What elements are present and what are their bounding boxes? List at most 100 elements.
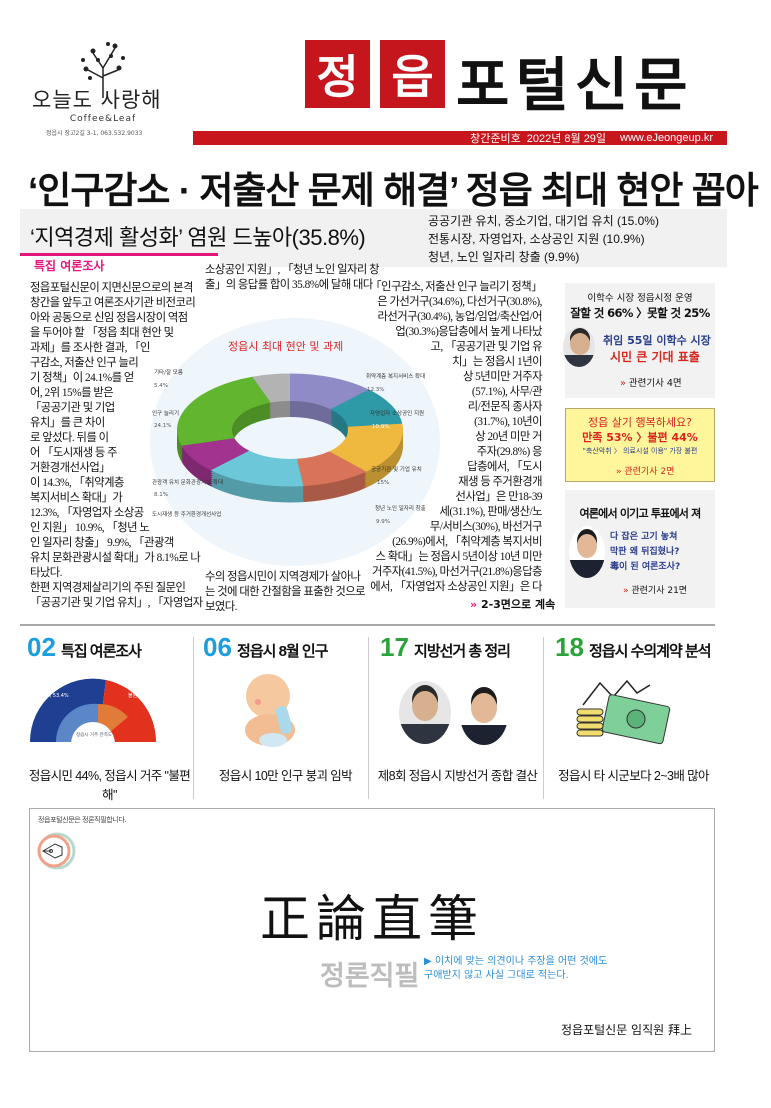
- section-number: 02: [27, 632, 56, 662]
- section-underline: [20, 253, 218, 256]
- box-ref[interactable]: » 관련기사 4면: [620, 378, 682, 389]
- mini-right: 불편 44.2%: [128, 692, 155, 699]
- candidate-photo-1: [399, 681, 451, 744]
- cafe-logo: 오늘도 사랑해 Coffee&Leaf 정읍시 장고2길 3-1, 063.53…: [28, 38, 178, 138]
- candidate-photo-2: [460, 685, 508, 745]
- motto-note: 정읍포털신문은 정론직필합니다.: [38, 816, 127, 824]
- section-teaser-06[interactable]: 06 정읍시 8월 인구: [203, 632, 373, 663]
- box-question: 정읍 살기 행복하세요?: [588, 416, 692, 429]
- article-line: 보였다.: [205, 601, 238, 613]
- section-teaser-02[interactable]: 02 특집 여론조사: [27, 632, 197, 663]
- box-line1: 취임 55일 이학수 시장: [603, 334, 711, 347]
- article-line: (26.9%)에서, 「취약계층 복지서비: [392, 536, 542, 548]
- fountain-pen-icon: [37, 832, 76, 870]
- motto-hanja: 正論直筆: [260, 890, 484, 948]
- article-line: 은 가선거구(34.6%), 다선거구(30.8%),: [377, 296, 542, 308]
- motto-sign: 정읍포털신문 임직원 拜上: [561, 1023, 692, 1037]
- article-line: 상 20년 미만 거: [475, 431, 542, 443]
- article-line: 리/전문직 종사자: [467, 401, 543, 413]
- article-col2-top: 소상공인 지원」, 「청년 노인 일자리 창 출」의 응답률 합이 35.8%에 …: [205, 263, 380, 293]
- donut-slice: [296, 451, 367, 487]
- chart-label: 취약계층 복지서비스 확대: [366, 374, 426, 380]
- article-line: 는 것에 대한 간절함을 표출한 것으로: [205, 586, 366, 598]
- article-col3: 「인구감소, 저출산 인구 늘리기 정책」 은 가선거구(34.6%), 다선거구…: [360, 280, 542, 595]
- subheadline: ‘지역경제 활성화’ 염원 드높아(35.8%): [30, 225, 366, 250]
- box-ref[interactable]: » 관련기사 2면: [616, 467, 675, 477]
- section-title: 지방선거 총 정리: [414, 643, 511, 660]
- sidebar-box-mayor[interactable]: 이학수 시장 정읍시정 운영 잘할 것 66% 〉못할 것 25% 취임 55일…: [563, 283, 715, 398]
- article-line: 인 지원」 10.9%, 「청년 노: [30, 522, 150, 534]
- motto-desc-line: ▶ 이치에 맞는 의견이나 주장을 어떤 것에도: [424, 956, 608, 967]
- site-url[interactable]: www.eJeongeup.kr: [620, 132, 713, 144]
- donut-chart: [177, 373, 403, 503]
- logo-name: 오늘도 사랑해: [32, 88, 162, 112]
- article-line: 주자(29.8%) 응: [476, 446, 543, 458]
- logo-address: 정읍시 장고2길 3-1, 063.532.9033: [46, 130, 143, 137]
- issue-date: 2022년 8월 29일: [526, 133, 607, 145]
- section-title: 정읍시 8월 인구: [237, 643, 328, 660]
- section-caption: 정읍시민 44%, 정읍시 거주 "불편해": [28, 769, 191, 802]
- article-line: 유치 문화관광시설 확대」가 8.1%로 나: [30, 552, 201, 564]
- article-line: 재생 등 주거환경개: [458, 476, 542, 488]
- article-line: 12.3%, 「자영업자 소상공: [30, 507, 144, 519]
- box-line: 다 잡은 고기 놓쳐: [610, 532, 678, 542]
- motto-korean: 정론직필: [320, 961, 420, 991]
- chart-label: 청년 노인 일자리 창출: [375, 506, 426, 512]
- chart-value: 5.4%: [154, 383, 168, 389]
- chart-label: 관광객 유치 문화관광시설 확대: [152, 480, 224, 486]
- section-teaser-17[interactable]: 17 지방선거 총 정리: [380, 632, 550, 663]
- box-lines: 다 잡은 고기 놓쳐 막판 왜 뒤집혔나? 毒이 된 여론조사?: [610, 530, 680, 575]
- article-line: 창간을 앞두고 여론조사기관 비전코리: [30, 297, 196, 309]
- article-line: 치」는 정읍시 1년이: [452, 356, 542, 368]
- article-line: 스 확대」는 정읍시 5년이상 10년 미만: [375, 551, 543, 563]
- label-bg: [20, 256, 220, 270]
- article-line: 유치」를 큰 차이: [30, 417, 105, 429]
- box-title: 여론에서 이기고 투표에서 져: [579, 507, 702, 520]
- article-line: 로 앞섰다. 뒤를 이: [30, 432, 109, 444]
- chart-value: 9.9%: [376, 519, 390, 525]
- tree-icon: [81, 42, 125, 98]
- chart-value: 24.1%: [154, 423, 172, 429]
- masthead-title: 포털신문: [456, 51, 694, 119]
- issue-label: 창간준비호: [470, 133, 521, 145]
- article-line: 거환경개선사업」: [30, 462, 111, 474]
- box-line: 막판 왜 뒤집혔나?: [610, 547, 680, 557]
- article-line: 한편 지역경제살리기의 주된 질문인: [30, 582, 186, 594]
- section-caption: 제8회 정읍시 지방선거 종합 결산: [377, 769, 538, 783]
- article-line: 「인구감소, 저출산 인구 늘리기 정책」: [370, 281, 542, 293]
- chart-label: 도시재생 등 주거환경개선사업: [152, 512, 222, 518]
- box-ref[interactable]: » 관련기사 21면: [623, 586, 688, 596]
- article-line: 소상공인 지원」, 「청년 노인 일자리 창: [205, 264, 380, 276]
- section-teaser-18[interactable]: 18 정읍시 수의계약 분석: [555, 632, 725, 663]
- chart-title: 정읍시 최대 현안 및 과제: [228, 340, 344, 353]
- sidebar-box-happiness[interactable]: 정읍 살기 행복하세요? 만족 53% 〉불편 44% "축산악취 〉 의료시설…: [565, 408, 715, 482]
- sub-point: 전통시장, 자영업자, 소상공인 지원 (10.9%): [428, 232, 645, 246]
- chart-label: 기타/잘 모름: [154, 370, 183, 376]
- article-col1: 정읍포털신문이 지면신문으로의 본격 창간을 앞두고 여론조사기관 비전코리 아와 …: [30, 281, 203, 611]
- baby-illustration: [245, 674, 295, 747]
- article-line: 과제」를 조사한 결과, 「인: [30, 342, 150, 354]
- article-line: 라선거구(30.4%), 농업/임업/축산업/어: [377, 311, 543, 323]
- sidebar-box-election[interactable]: 여론에서 이기고 투표에서 져 다 잡은 고기 놓쳐 막판 왜 뒤집혔나? 毒이…: [565, 490, 715, 608]
- continue-link[interactable]: » 2-3면으로 계속: [470, 598, 556, 611]
- article-line: (57.1%), 사무/관: [471, 386, 543, 398]
- article-line: 세(31.1%), 판매/생산/노: [439, 506, 543, 518]
- section-caption: 정읍시 10만 인구 붕괴 임박: [218, 769, 353, 783]
- article-col2-bottom: 수의 정읍시민이 지역경제가 살아나 는 것에 대한 간절함을 표출한 것으로 보였…: [205, 570, 366, 615]
- section-number: 06: [203, 632, 232, 662]
- headline: ‘인구감소 · 저출산 문제 해결’ 정읍 최대 현안 꼽아: [28, 170, 759, 211]
- box-result: 만족 53% 〉불편 44%: [582, 431, 698, 444]
- section-caption: 정읍시 타 시군보다 2~3배 많아: [558, 769, 709, 783]
- column-rule: [543, 637, 544, 799]
- article-line: 업(30.3%)응답층에서 높게 나타났: [395, 326, 542, 338]
- donut-slice: [252, 373, 290, 403]
- chart-value: 12.3%: [367, 387, 385, 393]
- mini-left: 만족 53.4%: [42, 692, 69, 699]
- mayor-photo: [563, 327, 595, 367]
- continue-text: 2-3면으로 계속: [480, 598, 556, 611]
- box-line2: 시민 큰 기대 표출: [610, 350, 700, 364]
- box-kicker: 이학수 시장 정읍시정 운영: [587, 293, 693, 304]
- section-number: 17: [380, 632, 409, 662]
- section-number: 18: [555, 632, 584, 662]
- article-line: 에서, 「자영업자 소상공인 지원」은 다: [370, 581, 542, 593]
